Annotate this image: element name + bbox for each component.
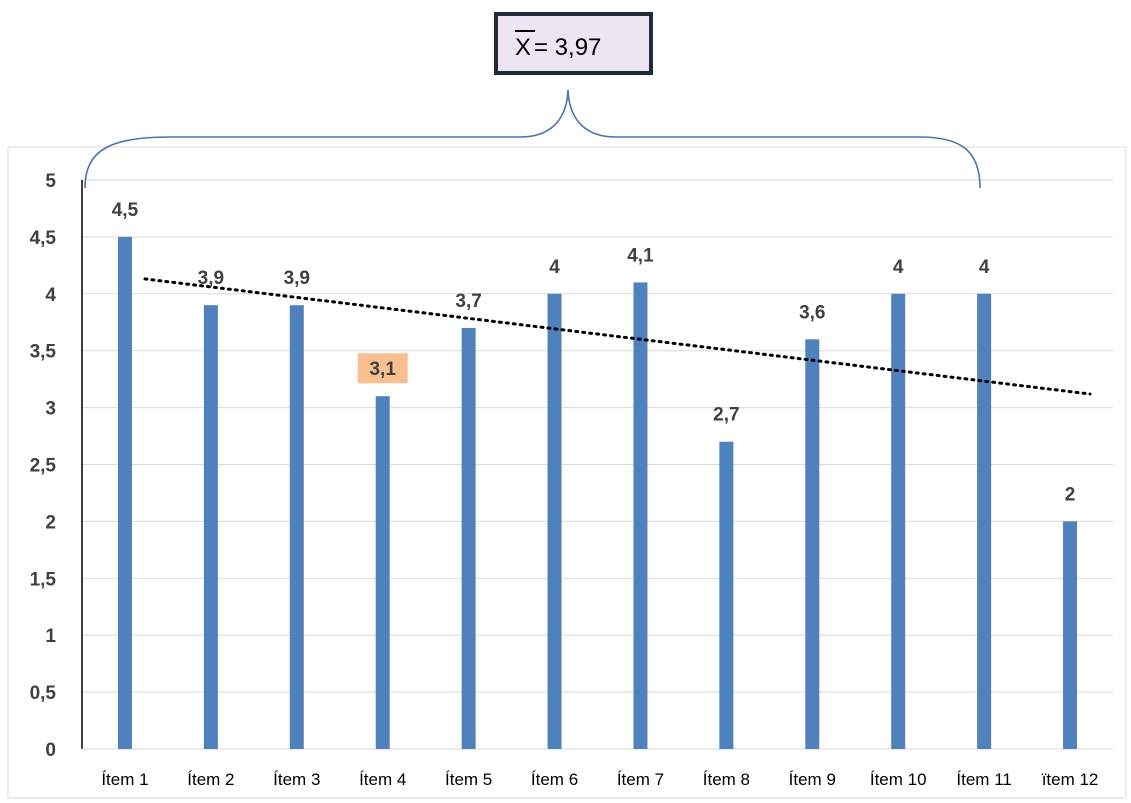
bar [375,396,390,749]
group-brace [84,89,981,189]
x-tick-label: Ítem 2 [187,770,234,789]
x-tick-label: Ítem 11 [956,770,1011,789]
y-tick-label: 4,5 [30,228,57,249]
category-labels: Ítem 1 Ítem 2 Ítem 3 Ítem 4 Ítem 5 Ítem 6 Ítem… [101,770,1098,789]
mean-value: = 3,97 [534,34,601,61]
bar [633,282,648,749]
y-axis: 0 0,5 1 1,5 2 2,5 3 3,5 4 4,5 5 [30,171,1113,761]
data-label: 3,6 [799,302,825,323]
y-tick-label: 0 [45,740,56,761]
y-tick-label: 3,5 [30,342,57,363]
y-tick-label: 1 [45,626,56,647]
data-labels: 4,5 3,9 3,9 3,1 3,7 4 4,1 2,7 3,6 4 4 2 [112,200,1076,506]
y-tick-label: 4 [45,285,56,306]
data-label: 4,5 [112,200,139,221]
bar [289,305,304,749]
x-tick-label: Ítem 5 [445,770,492,789]
y-tick-label: 0,5 [30,683,57,704]
data-label: 3,9 [284,268,310,289]
x-tick-label: Ítem 4 [359,770,406,789]
data-label: 4 [549,257,560,278]
data-label: 4 [979,257,990,278]
bar [719,441,734,749]
x-tick-label: Ítem 10 [870,770,927,789]
y-tick-label: 2 [45,512,56,533]
mean-box: X = 3,97 [494,12,653,75]
x-tick-label: ïtem 12 [1042,770,1099,789]
bars [117,236,1078,749]
gridlines [82,179,1113,693]
bar [977,293,992,749]
data-label: 2,7 [713,405,739,426]
bar [891,293,906,749]
chart-frame [7,146,1127,799]
data-label: 4,1 [627,245,654,266]
trendline-path [143,277,1092,396]
y-tick-label: 5 [45,171,56,192]
bar [117,236,132,749]
y-tick-label: 3 [45,399,56,420]
x-tick-label: Ítem 6 [531,770,578,789]
data-label: 4 [893,257,904,278]
y-tick-label: 2,5 [30,456,57,477]
x-tick-label: Ítem 1 [101,770,148,789]
data-label: 2 [1065,484,1076,505]
bar [805,339,820,749]
mean-symbol: X [515,34,531,61]
data-label: 3,7 [455,291,481,312]
mean-box-frame [494,12,653,75]
x-tick-label: Ítem 8 [703,770,750,789]
bar [547,293,562,749]
highlight-label-bg [357,353,408,384]
y-tick-label: 1,5 [30,569,57,590]
x-tick-label: Ítem 9 [789,770,836,789]
data-label: 3,9 [198,268,224,289]
x-tick-label: Ítem 3 [273,770,320,789]
bar [203,305,218,749]
data-label: 3,1 [369,359,396,380]
x-tick-label: Ítem 7 [617,770,664,789]
bar [1063,521,1078,749]
bar [461,327,476,749]
trendline [143,277,1092,396]
